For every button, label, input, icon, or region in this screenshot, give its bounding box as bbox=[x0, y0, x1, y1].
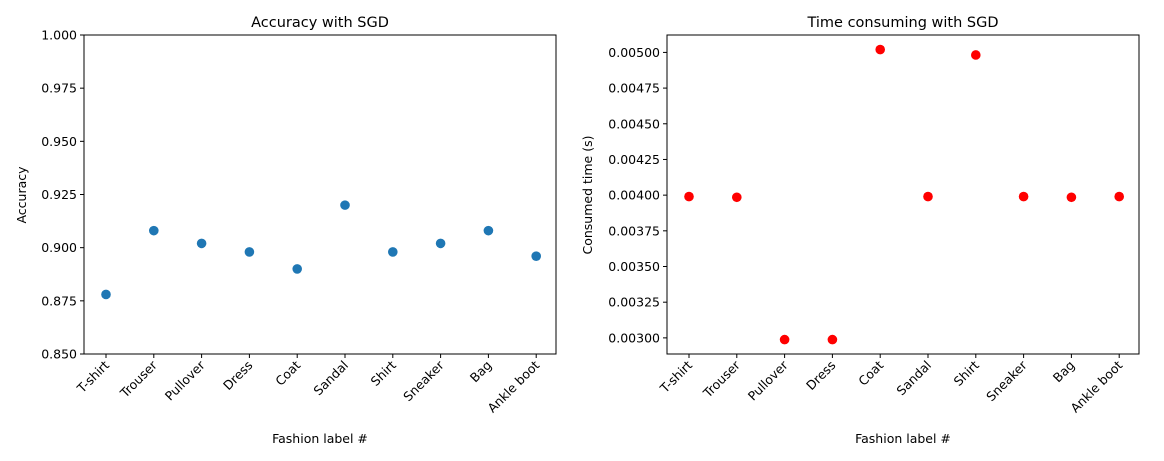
x-tick-label: Dress bbox=[803, 358, 839, 394]
x-ticks: T-shirt Trouser Pullover Dress Coat Sandal Shi… bbox=[73, 354, 542, 415]
y-axis-label: Consumed time (s) bbox=[580, 136, 595, 255]
data-point bbox=[1066, 192, 1077, 203]
data-point bbox=[1114, 191, 1124, 202]
data-point bbox=[1018, 191, 1029, 202]
x-tick-label: T-shirt bbox=[73, 357, 112, 396]
x-tick-label: Coat bbox=[855, 357, 886, 388]
x-tick-label: T-shirt bbox=[656, 357, 695, 396]
data-points bbox=[101, 200, 541, 300]
y-tick-label: 0.00350 bbox=[608, 259, 660, 274]
y-tick-label: 0.00325 bbox=[608, 295, 660, 310]
y-tick-label: 0.00375 bbox=[608, 223, 660, 238]
y-tick-label: 0.850 bbox=[41, 347, 77, 362]
data-point bbox=[875, 44, 885, 55]
x-tick-label: Shirt bbox=[368, 357, 399, 388]
y-tick-label: 0.00400 bbox=[608, 188, 660, 203]
x-tick-label: Coat bbox=[272, 357, 303, 388]
x-tick-label: Sneaker bbox=[983, 357, 1030, 404]
y-tick-label: 0.00500 bbox=[608, 45, 660, 60]
data-point bbox=[923, 191, 933, 202]
x-tick-label: Ankle boot bbox=[1067, 357, 1125, 415]
plot-frame bbox=[83, 34, 557, 355]
x-tick-label: Shirt bbox=[951, 357, 982, 388]
data-point bbox=[101, 289, 111, 300]
data-point bbox=[483, 225, 494, 236]
data-point bbox=[531, 251, 541, 261]
chart-title: Accuracy with SGD bbox=[251, 15, 389, 31]
y-tick-label: 0.900 bbox=[41, 240, 77, 255]
plot-frame bbox=[666, 34, 1140, 355]
y-axis-label: Accuracy bbox=[14, 166, 29, 224]
x-tick-label: Sneaker bbox=[400, 357, 447, 404]
x-tick-label: Trouser bbox=[699, 357, 743, 401]
data-points bbox=[684, 44, 1124, 345]
data-point bbox=[244, 247, 255, 257]
y-tick-label: 0.975 bbox=[41, 81, 77, 96]
data-point bbox=[684, 191, 694, 202]
time-chart: Time consuming with SGD Fashion label # … bbox=[580, 15, 1140, 446]
y-tick-label: 0.925 bbox=[41, 187, 77, 202]
y-tick-label: 0.00475 bbox=[608, 81, 660, 96]
data-point bbox=[971, 50, 981, 60]
data-point bbox=[779, 334, 790, 345]
x-tick-label: Sandal bbox=[893, 358, 934, 399]
data-point bbox=[340, 200, 350, 210]
data-point bbox=[435, 238, 446, 249]
data-point bbox=[827, 334, 838, 345]
x-axis-label: Fashion label # bbox=[855, 431, 951, 446]
x-tick-label: Pullover bbox=[162, 357, 209, 404]
data-point bbox=[292, 264, 303, 274]
y-tick-label: 0.00300 bbox=[608, 330, 660, 345]
y-tick-label: 1.000 bbox=[41, 28, 77, 43]
data-point bbox=[149, 225, 159, 236]
x-tick-label: Bag bbox=[1050, 358, 1078, 386]
y-tick-label: 0.875 bbox=[41, 293, 77, 308]
y-ticks: 0.00300 0.00325 0.00350 0.00375 0.00400 0.004… bbox=[608, 45, 667, 345]
y-tick-label: 0.00425 bbox=[608, 152, 660, 167]
x-axis-label: Fashion label # bbox=[272, 431, 368, 446]
data-point bbox=[388, 247, 398, 257]
data-point bbox=[732, 192, 742, 203]
y-tick-label: 0.950 bbox=[41, 134, 77, 149]
x-tick-label: Trouser bbox=[116, 357, 160, 401]
data-point bbox=[196, 238, 207, 249]
x-tick-label: Sandal bbox=[310, 358, 351, 399]
y-tick-label: 0.00450 bbox=[608, 116, 660, 131]
accuracy-chart: Accuracy with SGD Fashion label # Accura… bbox=[14, 15, 557, 446]
x-tick-label: Pullover bbox=[745, 357, 792, 404]
chart-title: Time consuming with SGD bbox=[806, 15, 998, 31]
x-tick-label: Dress bbox=[220, 358, 256, 394]
x-ticks: T-shirt Trouser Pullover Dress Coat Sandal Shi… bbox=[656, 354, 1125, 415]
x-tick-label: Bag bbox=[467, 358, 495, 386]
y-ticks: 0.850 0.875 0.900 0.925 0.950 0.975 1.000 bbox=[41, 28, 84, 362]
x-tick-label: Ankle boot bbox=[484, 357, 542, 415]
